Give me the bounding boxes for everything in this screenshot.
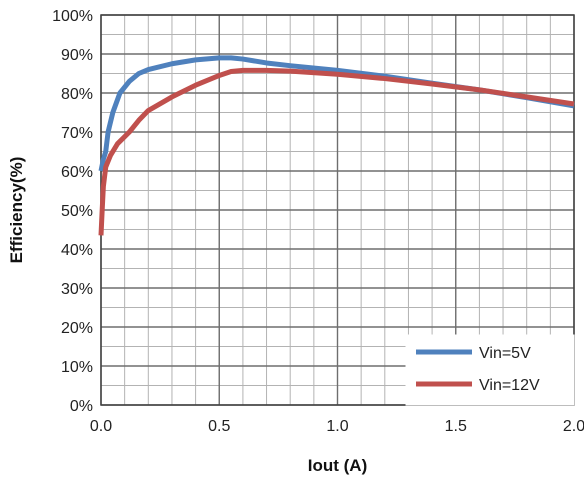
legend-label: Vin=12V	[479, 377, 540, 394]
legend: Vin=5V Vin=12V	[405, 334, 575, 406]
x-axis-ticks: 0.0 0.5 1.0 1.5 2.0	[90, 418, 584, 435]
y-tick-label: 40%	[61, 242, 93, 259]
series-line-vin-12v	[98, 67, 575, 236]
y-tick-label: 80%	[61, 86, 93, 103]
y-tick-label: 20%	[61, 320, 93, 337]
series-layer	[98, 55, 575, 236]
x-tick-label: 0.5	[208, 418, 230, 435]
x-tick-label: 0.0	[90, 418, 112, 435]
x-axis-title: Iout (A)	[308, 456, 367, 475]
y-tick-label: 10%	[61, 359, 93, 376]
y-axis-title: Efficiency(%)	[7, 157, 26, 264]
y-tick-label: 30%	[61, 281, 93, 298]
y-tick-label: 0%	[70, 398, 93, 415]
x-tick-label: 1.0	[326, 418, 348, 435]
x-tick-label: 2.0	[563, 418, 584, 435]
y-tick-label: 90%	[61, 47, 93, 64]
y-axis-ticks: 0% 10% 20% 30% 40% 50% 60% 70% 80% 90% 100%	[52, 8, 93, 415]
y-tick-label: 50%	[61, 203, 93, 220]
x-tick-label: 1.5	[445, 418, 467, 435]
y-tick-label: 100%	[52, 8, 93, 25]
y-tick-label: 70%	[61, 125, 93, 142]
y-tick-label: 60%	[61, 164, 93, 181]
legend-label: Vin=5V	[479, 345, 531, 362]
legend-box	[405, 334, 575, 406]
